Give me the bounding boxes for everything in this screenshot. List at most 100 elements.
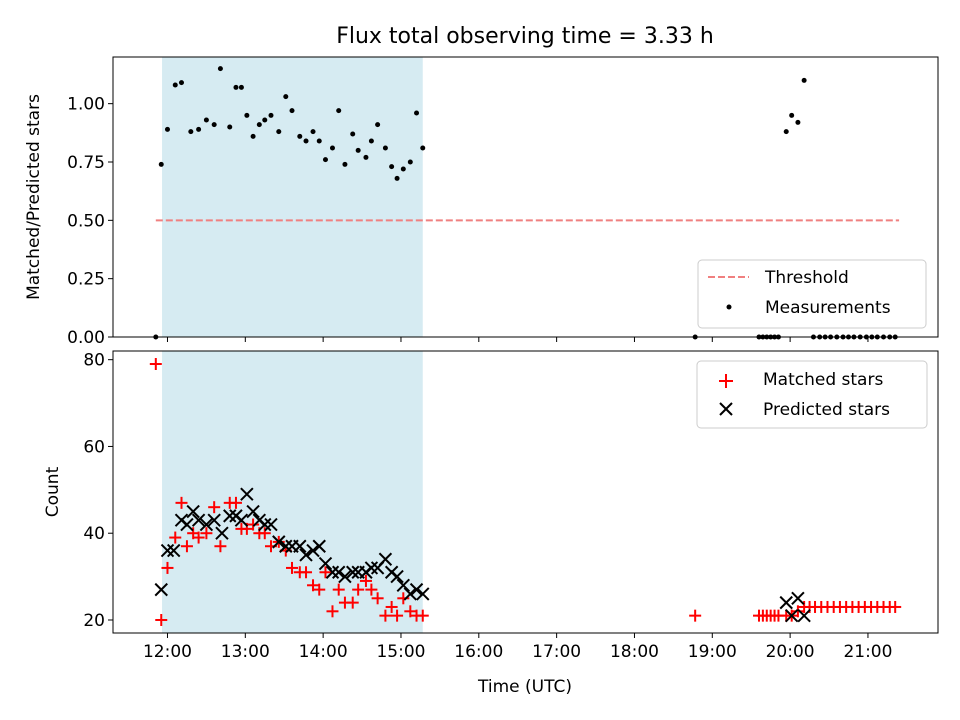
matched-stars-point bbox=[326, 605, 339, 618]
x-tick-label: 20:00 bbox=[766, 642, 815, 662]
cross-b bbox=[346, 565, 360, 579]
predicted-stars-point bbox=[306, 543, 320, 558]
predicted-stars-point bbox=[215, 526, 229, 540]
legend-threshold-label: Threshold bbox=[764, 268, 849, 288]
measurements-point bbox=[801, 77, 807, 83]
y-tick-label: 1.00 bbox=[67, 95, 105, 115]
measurements-point bbox=[227, 124, 233, 130]
matched-stars-point bbox=[247, 518, 260, 531]
matched-stars-point bbox=[192, 531, 205, 544]
y-tick-label: 60 bbox=[83, 437, 105, 457]
x-tick-label: 12:00 bbox=[143, 642, 192, 662]
measurements-point bbox=[256, 122, 262, 128]
y-tick-label: 0.50 bbox=[67, 211, 105, 231]
matched-stars-point bbox=[208, 501, 221, 514]
predicted-stars-point bbox=[338, 569, 352, 584]
matched-stars-point bbox=[791, 605, 804, 618]
cross-b bbox=[160, 543, 175, 558]
cross-b bbox=[264, 517, 278, 532]
predicted-stars-point bbox=[246, 504, 260, 519]
measurements-point bbox=[316, 138, 322, 144]
bottom-axes-frame bbox=[112, 350, 939, 634]
measurements-point bbox=[217, 66, 223, 72]
predicted-stars-point bbox=[279, 539, 293, 553]
y-tick-label: 0.00 bbox=[67, 328, 105, 348]
measurements-point bbox=[297, 133, 303, 139]
cross-b bbox=[338, 569, 352, 584]
cross-b bbox=[409, 582, 424, 597]
predicted-stars-point bbox=[258, 517, 272, 532]
cross-b bbox=[325, 565, 340, 579]
cross-b bbox=[312, 539, 326, 553]
measurements-point bbox=[203, 117, 209, 123]
top-y-axis-label: Matched/Predicted stars bbox=[24, 94, 44, 300]
matched-stars-point bbox=[379, 609, 392, 622]
predicted-stars-point bbox=[167, 543, 181, 558]
cross-b bbox=[272, 535, 286, 549]
cross-b bbox=[207, 513, 221, 527]
legend-predicted-swatch bbox=[719, 402, 733, 416]
predicted-stars-point bbox=[293, 539, 307, 553]
measurements-point bbox=[283, 94, 289, 100]
cross-b bbox=[416, 587, 430, 601]
matched-stars-point bbox=[214, 540, 227, 553]
matched-stars-point bbox=[258, 527, 271, 540]
matched-stars-point bbox=[155, 613, 168, 626]
measurements-point bbox=[172, 82, 178, 88]
matched-stars-point bbox=[359, 574, 372, 587]
matched-stars-point bbox=[180, 540, 193, 553]
matched-stars-point bbox=[689, 609, 702, 622]
cross-b bbox=[240, 487, 254, 501]
predicted-stars-point bbox=[191, 513, 206, 527]
measurements-point bbox=[783, 129, 789, 135]
legend-matched-swatch bbox=[719, 374, 733, 388]
x-tick-label: 19:00 bbox=[688, 642, 737, 662]
x-tick-label: 18:00 bbox=[610, 642, 659, 662]
predicted-stars-point bbox=[364, 561, 379, 575]
cross-b bbox=[390, 569, 404, 584]
matched-stars-point bbox=[229, 496, 242, 509]
predicted-stars-point bbox=[797, 608, 811, 623]
measurements-point bbox=[795, 119, 801, 125]
matched-stars-point bbox=[365, 583, 378, 596]
cross-b bbox=[199, 517, 214, 532]
bottom-legend-box bbox=[696, 360, 928, 429]
y-tick-label: 80 bbox=[83, 351, 105, 371]
predicted-stars-point bbox=[318, 556, 333, 571]
x-tick-label: 14:00 bbox=[299, 642, 348, 662]
measurements-point bbox=[400, 166, 406, 172]
x-tick-label: 13:00 bbox=[221, 642, 270, 662]
top-axes-frame bbox=[112, 56, 939, 338]
measurements-point bbox=[342, 161, 348, 167]
cross-b bbox=[154, 582, 168, 597]
cross-b bbox=[215, 526, 229, 540]
matched-stars-point bbox=[300, 566, 313, 579]
matched-stars-point bbox=[346, 596, 359, 609]
predicted-stars-point bbox=[332, 565, 346, 579]
measurements-point bbox=[336, 108, 342, 114]
cross-b bbox=[332, 565, 346, 579]
matched-stars-point bbox=[169, 531, 182, 544]
predicted-stars-point bbox=[240, 487, 254, 501]
matched-stars-point bbox=[371, 592, 384, 605]
x-tick-label: 15:00 bbox=[376, 642, 425, 662]
matched-stars-point bbox=[332, 583, 345, 596]
cross-b bbox=[293, 539, 307, 553]
cross-b bbox=[364, 561, 379, 575]
measurements-point bbox=[382, 145, 388, 151]
cross-b bbox=[791, 591, 805, 605]
cross-b bbox=[403, 587, 418, 601]
predicted-stars-point bbox=[409, 582, 424, 597]
predicted-stars-point bbox=[312, 539, 326, 553]
measurements-point bbox=[414, 110, 420, 116]
measurements-point bbox=[196, 126, 202, 132]
top-y-ticks: 0.00 0.25 0.50 0.75 1.00 bbox=[67, 95, 113, 348]
predicted-stars-point bbox=[784, 608, 799, 623]
cross-b bbox=[186, 504, 200, 519]
matched-stars-point bbox=[313, 583, 326, 596]
predicted-stars-point bbox=[325, 565, 340, 579]
y-tick-label: 20 bbox=[83, 611, 105, 631]
cross-b bbox=[180, 517, 194, 532]
predicted-stars-point bbox=[378, 552, 393, 566]
top-plot-layer bbox=[153, 66, 900, 340]
